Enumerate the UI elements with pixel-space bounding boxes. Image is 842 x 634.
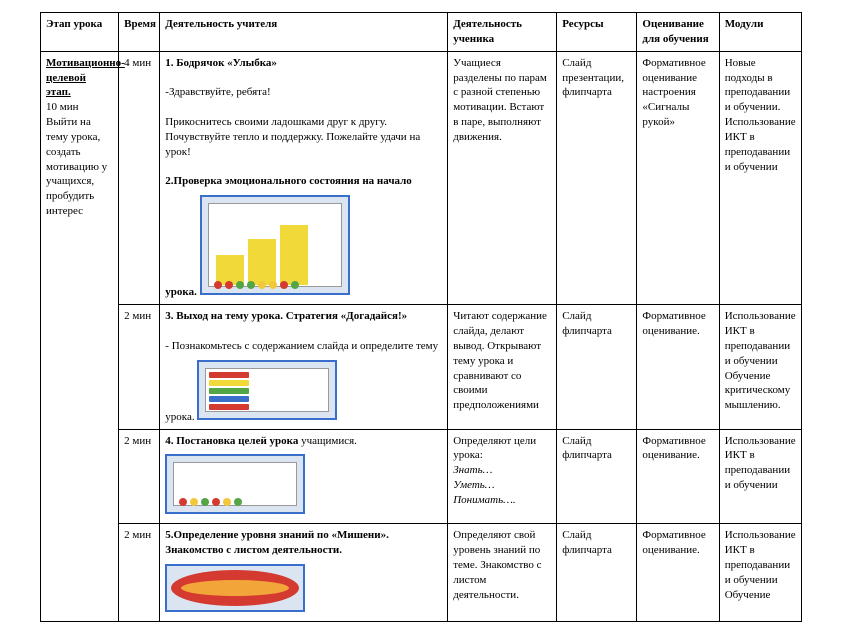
student-cell: Определяют цели урока: Знать… Уметь… Пон… [448,429,557,524]
stage-duration: 10 мин [46,101,78,113]
teacher-heading-tail: учащимися. [298,435,357,447]
header-resources: Ресурсы [557,13,637,52]
header-teacher: Деятельность учителя [160,13,448,52]
table-row: Мотивационно-целевой этап. 10 мин Выйти … [41,51,802,304]
assessment-cell: Формативное оценивание. [637,524,719,622]
stage-goal: Выйти на тему урока, создать мотивацию у… [46,116,107,217]
table-row: 2 мин 4. Постановка целей урока учащимис… [41,429,802,524]
modules-cell: Использование ИКТ в преподавании и обуче… [719,524,801,622]
resources-cell: Слайд флипчарта [557,429,637,524]
slide-thumbnail [197,360,337,420]
table-header-row: Этап урока Время Деятельность учителя Де… [41,13,802,52]
teacher-heading-part: . Постановка целей урока [171,435,299,447]
slide-thumbnail [200,195,350,295]
slide-thumbnail [165,454,305,514]
modules-cell: Новые подходы в преподавании и обучении.… [719,51,801,304]
time-cell: 2 мин [119,429,160,524]
modules-cell: Использование ИКТ в преподавании и обуче… [719,305,801,429]
header-time: Время [119,13,160,52]
stage-title: Мотивационно-целевой этап. [46,57,125,99]
assessment-cell: Формативное оценивание настроения «Сигна… [637,51,719,304]
teacher-heading: 3. Выход на тему урока. Стратегия «Догад… [165,310,407,322]
student-italic: Понимать…. [453,494,515,506]
assessment-cell: Формативное оценивание. [637,305,719,429]
teacher-text: -Здравствуйте, ребята! [165,86,270,98]
header-stage: Этап урока [41,13,119,52]
teacher-cell: 5.Определение уровня знаний по «Мишени».… [160,524,448,622]
stage-cell: Мотивационно-целевой этап. 10 мин Выйти … [41,51,119,621]
student-italic: Уметь… [453,479,494,491]
student-italic: Знать… [453,464,492,476]
teacher-text: Прикоснитесь своими ладошками друг к дру… [165,116,420,158]
teacher-cell: 4. Постановка целей урока учащимися. [160,429,448,524]
teacher-heading: 5.Определение уровня знаний по «Мишени».… [165,529,389,556]
time-cell: 4 мин [119,51,160,304]
resources-cell: Слайд флипчарта [557,305,637,429]
student-cell: Читают содержание слайда, делают вывод. … [448,305,557,429]
resources-cell: Слайд презентации, флипчарта [557,51,637,304]
teacher-cell: 3. Выход на тему урока. Стратегия «Догад… [160,305,448,429]
time-cell: 2 мин [119,305,160,429]
slide-thumbnail [165,564,305,612]
student-cell: Определяют свой уровень знаний по теме. … [448,524,557,622]
resources-cell: Слайд флипчарта [557,524,637,622]
modules-cell: Использование ИКТ в преподавании и обуче… [719,429,801,524]
time-cell: 2 мин [119,524,160,622]
student-lead: Определяют цели урока: [453,435,536,462]
student-cell: Учащиеся разделены по парам с разной сте… [448,51,557,304]
teacher-cell: 1. Бодрячок «Улыбка» -Здравствуйте, ребя… [160,51,448,304]
header-assessment: Оценивание для обучения [637,13,719,52]
header-student: Деятельность ученика [448,13,557,52]
table-row: 2 мин 5.Определение уровня знаний по «Ми… [41,524,802,622]
header-modules: Модули [719,13,801,52]
lesson-plan-table: Этап урока Время Деятельность учителя Де… [40,12,802,622]
table-row: 2 мин 3. Выход на тему урока. Стратегия … [41,305,802,429]
teacher-heading: 1. Бодрячок «Улыбка» [165,57,277,69]
assessment-cell: Формативное оценивание. [637,429,719,524]
